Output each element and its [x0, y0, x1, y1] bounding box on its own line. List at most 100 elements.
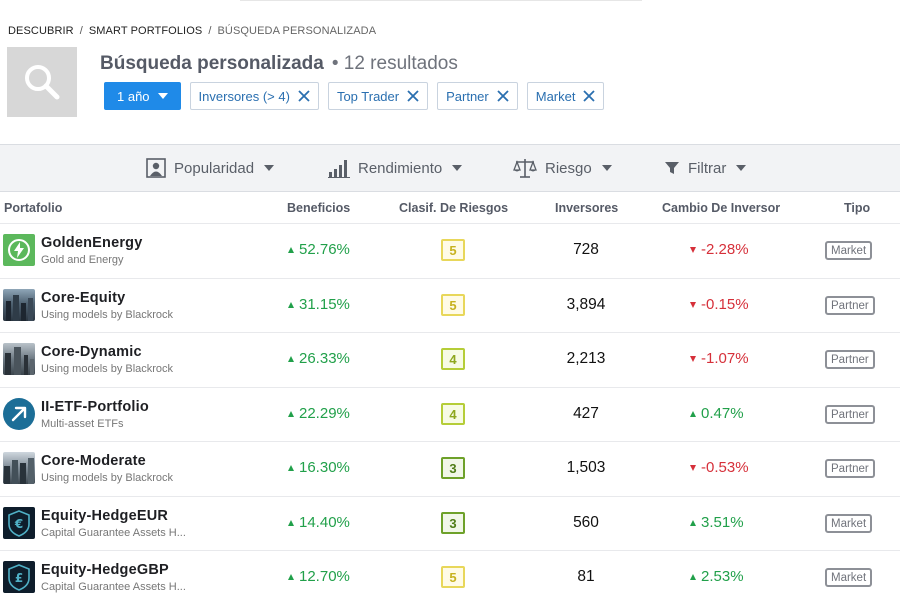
results-count: • 12 resultados: [331, 53, 458, 74]
gain-value: 52.76%: [288, 241, 350, 258]
risk-badge: 5: [441, 566, 465, 588]
sort-risk[interactable]: Riesgo: [513, 145, 612, 191]
investors-count: 427: [573, 405, 599, 422]
type-badge: Partner: [825, 459, 875, 478]
chip-investors[interactable]: Inversores (> 4): [189, 82, 319, 110]
portfolio-subtitle: Gold and Energy: [41, 254, 124, 266]
breadcrumb-current: BÚSQUEDA PERSONALIZADA: [217, 25, 377, 37]
sort-toolbar: Popularidad Rendimiento Riesgo Fil: [0, 144, 900, 192]
user-icon: [146, 158, 166, 178]
col-risk[interactable]: Clasif. De Riesgos: [399, 201, 509, 215]
arrow-circle-icon: [3, 398, 35, 430]
col-portfolio[interactable]: Portafolio: [4, 201, 63, 215]
sort-performance[interactable]: Rendimiento: [328, 145, 463, 191]
col-gains[interactable]: Beneficios: [287, 201, 351, 215]
risk-badge: 5: [441, 294, 465, 316]
svg-text:£: £: [15, 571, 23, 585]
col-change[interactable]: Cambio De Inversor: [662, 201, 781, 215]
gain-value: 31.15%: [288, 296, 350, 313]
table-row[interactable]: II-ETF-Portfolio Multi-asset ETFs 22.29%…: [0, 387, 900, 441]
col-type[interactable]: Tipo: [844, 201, 871, 215]
type-badge: Partner: [825, 405, 875, 424]
sort-risk-label: Riesgo: [545, 159, 592, 177]
portfolio-name[interactable]: GoldenEnergy: [41, 235, 143, 251]
portfolio-name[interactable]: II-ETF-Portfolio: [41, 399, 149, 415]
gain-text: 31.15%: [299, 296, 350, 313]
investor-change: -0.53%: [690, 459, 749, 476]
portfolio-name[interactable]: Equity-HedgeGBP: [41, 562, 169, 578]
gain-value: 14.40%: [288, 514, 350, 531]
top-divider: [240, 0, 642, 1]
period-dropdown[interactable]: 1 año: [104, 82, 181, 110]
table-row[interactable]: GoldenEnergy Gold and Energy 52.76% 5 72…: [0, 223, 900, 277]
gain-text: 16.30%: [299, 459, 350, 476]
arrow-up-icon: [288, 519, 294, 526]
sort-popularity[interactable]: Popularidad: [146, 145, 275, 191]
close-icon[interactable]: [298, 90, 310, 102]
portfolio-name[interactable]: Core-Moderate: [41, 453, 146, 469]
table-header: Portafolio Beneficios Clasif. De Riesgos…: [0, 193, 900, 223]
page-header: Búsqueda personalizada • 12 resultados: [100, 53, 458, 75]
investor-change: 3.51%: [690, 514, 744, 531]
breadcrumb-discover[interactable]: DESCUBRIR: [8, 25, 74, 37]
table-row[interactable]: Core-Equity Using models by Blackrock 31…: [0, 278, 900, 332]
portfolio-subtitle: Using models by Blackrock: [41, 472, 174, 484]
sort-performance-label: Rendimiento: [358, 159, 443, 177]
sort-popularity-label: Popularidad: [174, 159, 255, 177]
chevron-down-icon: [157, 93, 168, 99]
investors-count: 81: [577, 568, 595, 585]
gain-text: 14.40%: [299, 514, 350, 531]
gain-value: 12.70%: [288, 568, 350, 585]
investor-change: 0.47%: [690, 405, 744, 422]
arrow-up-icon: [288, 301, 294, 308]
portfolio-name[interactable]: Core-Dynamic: [41, 344, 142, 360]
table-row[interactable]: £ Equity-HedgeGBP Capital Guarantee Asse…: [0, 550, 900, 604]
breadcrumb-smart-portfolios[interactable]: SMART PORTFOLIOS: [88, 25, 203, 37]
close-icon[interactable]: [583, 90, 596, 102]
chip-label: Inversores (> 4): [198, 88, 290, 104]
portfolio-name[interactable]: Equity-HedgeEUR: [41, 508, 169, 524]
arrow-down-icon: [690, 246, 696, 253]
col-investors[interactable]: Inversores: [555, 201, 619, 215]
table-row[interactable]: € Equity-HedgeEUR Capital Guarantee Asse…: [0, 496, 900, 550]
search-avatar: [7, 47, 77, 117]
close-icon[interactable]: [497, 90, 509, 102]
gain-value: 16.30%: [288, 459, 350, 476]
city-photo-icon: [3, 289, 35, 321]
chevron-down-icon: [601, 165, 612, 171]
filter-dropdown[interactable]: Filtrar: [664, 145, 747, 191]
investor-change: -0.15%: [690, 296, 749, 313]
search-icon: [25, 65, 60, 100]
gain-text: 26.33%: [299, 350, 350, 367]
funnel-icon: [665, 162, 679, 174]
period-label: 1 año: [117, 88, 150, 104]
investors-count: 1,503: [566, 459, 606, 476]
investors-count: 560: [573, 514, 599, 531]
arrow-up-icon: [288, 410, 294, 417]
arrow-down-icon: [690, 355, 696, 362]
type-badge: Market: [825, 514, 873, 533]
type-badge: Partner: [825, 350, 875, 369]
investors-count: 2,213: [566, 350, 606, 367]
investor-change: 2.53%: [690, 568, 744, 585]
chip-label: Top Trader: [336, 88, 400, 104]
gain-text: 22.29%: [299, 405, 350, 422]
change-text: -1.07%: [701, 350, 749, 367]
chip-label: Partner: [446, 88, 489, 104]
bar-chart-icon: [328, 160, 350, 178]
gain-value: 26.33%: [288, 350, 350, 367]
chip-market[interactable]: Market: [526, 82, 605, 110]
close-icon[interactable]: [407, 90, 419, 102]
city-photo-icon: [3, 343, 35, 375]
investors-count: 728: [573, 241, 599, 258]
arrow-up-icon: [690, 573, 696, 580]
table-row[interactable]: Core-Dynamic Using models by Blackrock 2…: [0, 332, 900, 386]
chip-partner[interactable]: Partner: [437, 82, 518, 110]
portfolio-name[interactable]: Core-Equity: [41, 290, 126, 306]
table-row[interactable]: Core-Moderate Using models by Blackrock …: [0, 441, 900, 495]
chip-top-trader[interactable]: Top Trader: [327, 82, 429, 110]
type-badge: Market: [825, 568, 873, 587]
portfolio-subtitle: Using models by Blackrock: [41, 363, 174, 375]
arrow-up-icon: [690, 519, 696, 526]
chevron-down-icon: [452, 165, 463, 171]
